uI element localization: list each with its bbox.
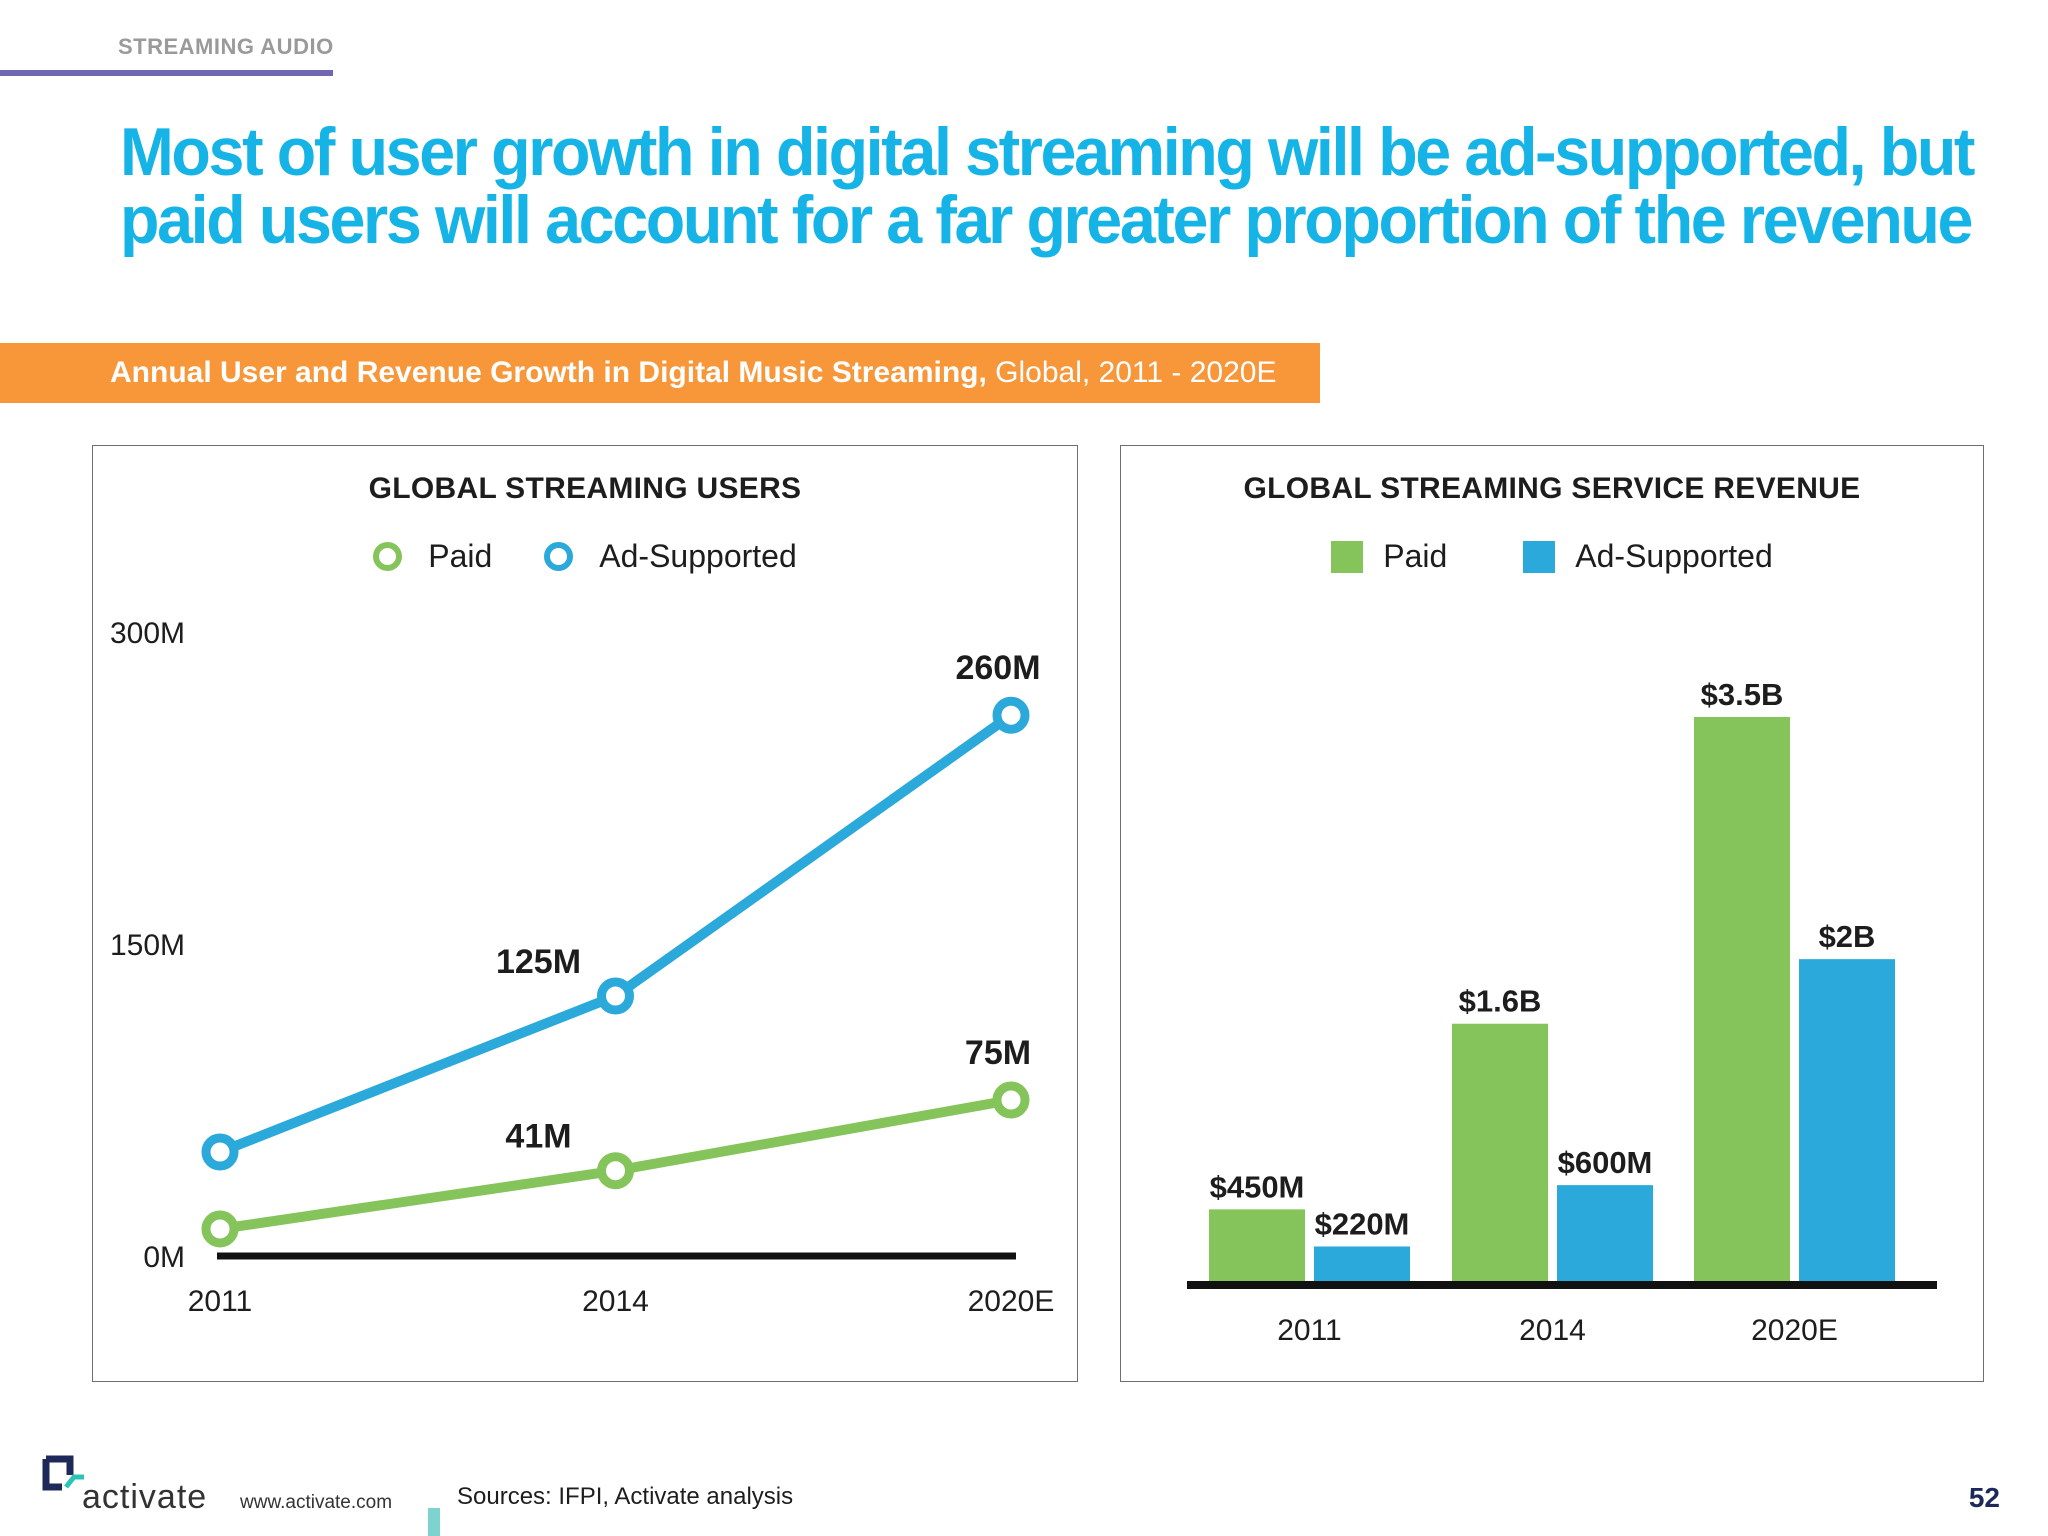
data-label: 260M	[955, 649, 1040, 687]
legend-label-ad-supported: Ad-Supported	[599, 538, 797, 574]
bar-ad-supported	[1557, 1185, 1653, 1282]
bar-value-label: $450M	[1210, 1169, 1305, 1204]
bar-ad-supported	[1799, 959, 1895, 1282]
data-point	[597, 1152, 634, 1190]
x-tick-label: 2011	[188, 1285, 253, 1318]
bar-value-label: $3.5B	[1701, 677, 1784, 712]
legend-label-ad-supported-revenue: Ad-Supported	[1575, 538, 1773, 574]
x-tick-label: 2014	[582, 1285, 649, 1318]
paid-marker-icon	[373, 542, 403, 571]
legend-item-paid: Paid	[373, 538, 492, 575]
bar-value-label: $600M	[1558, 1145, 1653, 1180]
legend-item-ad-supported: Ad-Supported	[544, 538, 797, 575]
y-tick-label: 300M	[110, 617, 185, 650]
section-rule	[0, 70, 333, 76]
bar-value-label: $220M	[1315, 1206, 1410, 1241]
legend-label-paid-revenue: Paid	[1383, 538, 1448, 574]
ad-supported-marker-icon	[544, 542, 574, 571]
data-point	[201, 1210, 239, 1248]
data-label: 41M	[505, 1118, 571, 1156]
bar-paid	[1694, 717, 1790, 1282]
y-tick-label: 150M	[110, 929, 185, 962]
headline-line-2: paid users will account for a far greate…	[120, 182, 1973, 258]
bar-value-label: $2B	[1819, 919, 1876, 954]
revenue-chart-title: GLOBAL STREAMING SERVICE REVENUE	[1243, 472, 1861, 505]
users-legend: Paid Ad-Supported	[93, 538, 1077, 575]
paid-swatch-icon	[1331, 540, 1364, 573]
users-chart-panel: GLOBAL STREAMING USERS Paid Ad-Supported…	[92, 445, 1078, 1382]
legend-item-paid-revenue: Paid	[1331, 538, 1447, 575]
bar-ad-supported	[1314, 1246, 1410, 1282]
headline-line-1: Most of user growth in digital streaming…	[120, 114, 1975, 190]
x-tick-label: 2020E	[968, 1285, 1055, 1318]
headline: Most of user growth in digital streaming…	[120, 114, 1975, 258]
banner-title: Annual User and Revenue Growth in Digita…	[110, 356, 987, 389]
chart-banner: Annual User and Revenue Growth in Digita…	[0, 343, 1320, 403]
logo-wordmark: activate	[82, 1478, 208, 1516]
legend-item-ad-supported-revenue: Ad-Supported	[1523, 538, 1773, 575]
data-point	[992, 1081, 1030, 1119]
activate-logo-icon	[42, 1455, 84, 1491]
series-line-ad-supported	[218, 711, 1014, 1157]
y-tick-label: 0M	[143, 1241, 185, 1274]
bar-paid	[1209, 1209, 1305, 1282]
revenue-chart-panel: GLOBAL STREAMING SERVICE REVENUE Paid Ad…	[1120, 445, 1984, 1382]
section-label: STREAMING AUDIO	[118, 34, 334, 59]
page-number: 52	[1968, 1482, 2000, 1513]
revenue-legend: Paid Ad-Supported	[1121, 538, 1983, 575]
x-tick-label: 2014	[1519, 1314, 1586, 1347]
ad-supported-swatch-icon	[1523, 540, 1556, 573]
x-tick-label: 2011	[1277, 1314, 1342, 1347]
banner-subtitle: Global, 2011 - 2020E	[986, 356, 1277, 389]
data-point	[597, 977, 634, 1015]
bar-paid	[1452, 1023, 1548, 1282]
footer-url[interactable]: www.activate.com	[240, 1492, 393, 1513]
data-label: 75M	[965, 1034, 1031, 1072]
users-chart-title: GLOBAL STREAMING USERS	[368, 472, 802, 505]
data-point	[992, 696, 1030, 734]
data-point	[201, 1133, 239, 1171]
sources-note: Sources: IFPI, Activate analysis	[457, 1483, 794, 1510]
x-tick-label: 2020E	[1751, 1314, 1838, 1347]
bar-value-label: $1.6B	[1459, 984, 1542, 1019]
revenue-bar-chart: $450M $220M 2011 $1.6B $600M 2014 $3.5B $2B 2020…	[1187, 677, 1937, 1347]
legend-label-paid: Paid	[428, 538, 493, 574]
footer-divider	[428, 1508, 440, 1536]
data-label: 125M	[496, 943, 581, 981]
